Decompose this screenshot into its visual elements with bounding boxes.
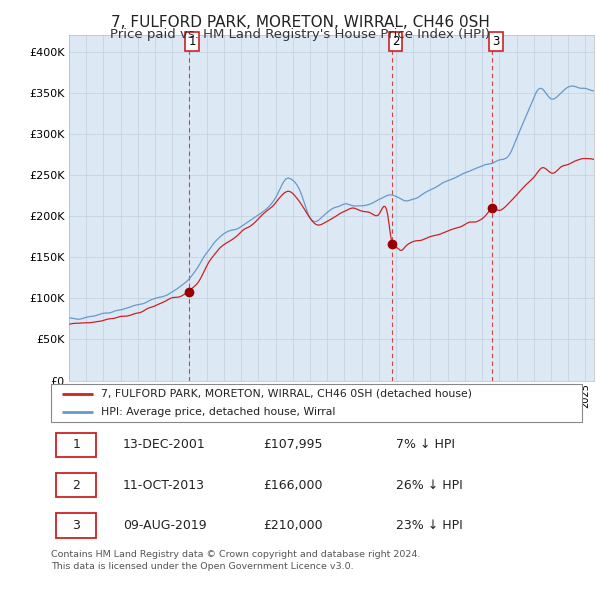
Text: 7, FULFORD PARK, MORETON, WIRRAL, CH46 0SH (detached house): 7, FULFORD PARK, MORETON, WIRRAL, CH46 0… bbox=[101, 389, 472, 399]
Text: £166,000: £166,000 bbox=[263, 478, 323, 492]
Text: 1: 1 bbox=[72, 438, 80, 451]
FancyBboxPatch shape bbox=[56, 433, 96, 457]
Text: 3: 3 bbox=[492, 35, 500, 48]
Text: 1: 1 bbox=[188, 35, 196, 48]
Text: HPI: Average price, detached house, Wirral: HPI: Average price, detached house, Wirr… bbox=[101, 407, 336, 417]
FancyBboxPatch shape bbox=[56, 473, 96, 497]
Text: £210,000: £210,000 bbox=[263, 519, 323, 532]
FancyBboxPatch shape bbox=[51, 384, 582, 422]
Text: 2: 2 bbox=[392, 35, 400, 48]
Text: 11-OCT-2013: 11-OCT-2013 bbox=[122, 478, 205, 492]
Text: Price paid vs. HM Land Registry's House Price Index (HPI): Price paid vs. HM Land Registry's House … bbox=[110, 28, 490, 41]
Text: 09-AUG-2019: 09-AUG-2019 bbox=[122, 519, 206, 532]
Text: This data is licensed under the Open Government Licence v3.0.: This data is licensed under the Open Gov… bbox=[51, 562, 353, 571]
Text: 2: 2 bbox=[72, 478, 80, 492]
Text: 7% ↓ HPI: 7% ↓ HPI bbox=[396, 438, 455, 451]
Text: 13-DEC-2001: 13-DEC-2001 bbox=[122, 438, 205, 451]
Text: 26% ↓ HPI: 26% ↓ HPI bbox=[396, 478, 463, 492]
Text: 3: 3 bbox=[72, 519, 80, 532]
Text: Contains HM Land Registry data © Crown copyright and database right 2024.: Contains HM Land Registry data © Crown c… bbox=[51, 550, 421, 559]
Text: 7, FULFORD PARK, MORETON, WIRRAL, CH46 0SH: 7, FULFORD PARK, MORETON, WIRRAL, CH46 0… bbox=[110, 15, 490, 30]
Text: £107,995: £107,995 bbox=[263, 438, 323, 451]
Text: 23% ↓ HPI: 23% ↓ HPI bbox=[396, 519, 463, 532]
FancyBboxPatch shape bbox=[56, 513, 96, 537]
